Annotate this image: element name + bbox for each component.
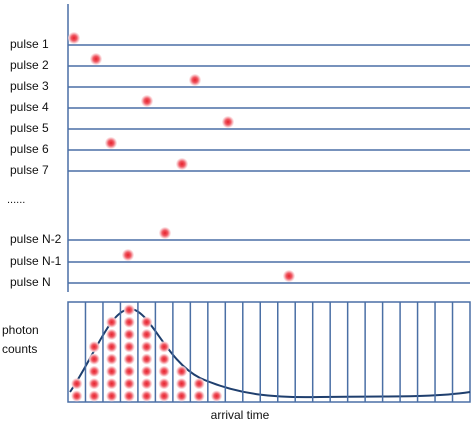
photon	[176, 378, 188, 390]
photon	[141, 365, 153, 377]
pulse-label: pulse 6	[10, 142, 49, 156]
y-label-line: counts	[2, 342, 37, 356]
photon	[105, 137, 117, 149]
photon	[158, 365, 170, 377]
histogram-box	[67, 301, 471, 403]
photon	[141, 341, 153, 353]
photon	[88, 341, 100, 353]
photon	[222, 116, 234, 128]
photon	[106, 378, 118, 390]
photon	[176, 158, 188, 170]
photon	[123, 353, 135, 365]
photon	[176, 365, 188, 377]
pulse-label: pulse 7	[10, 163, 49, 177]
photon	[193, 390, 205, 402]
photon	[141, 353, 153, 365]
photon	[123, 365, 135, 377]
photon	[193, 378, 205, 390]
photon	[158, 341, 170, 353]
photon	[141, 95, 153, 107]
photon	[123, 316, 135, 328]
photon	[68, 32, 80, 44]
photon	[123, 304, 135, 316]
photon	[176, 390, 188, 402]
photon	[123, 341, 135, 353]
photon	[106, 329, 118, 340]
photon	[106, 365, 118, 377]
photon	[189, 74, 201, 86]
photon	[106, 353, 118, 365]
photon	[88, 390, 100, 402]
photon	[122, 249, 134, 261]
photon	[123, 329, 135, 340]
x-label: arrival time	[211, 408, 270, 422]
photon	[88, 378, 100, 390]
photon	[71, 390, 83, 402]
photon	[88, 353, 100, 365]
photon	[106, 316, 118, 328]
photon	[141, 378, 153, 390]
ellipsis: ......	[7, 194, 25, 206]
pulse-label: pulse 5	[10, 121, 49, 135]
pulse-label: pulse 1	[10, 37, 49, 51]
photon	[123, 390, 135, 402]
y-label-line: photon	[2, 323, 39, 337]
photon	[141, 316, 153, 328]
photon	[71, 378, 83, 390]
photon	[88, 365, 100, 377]
photon	[123, 378, 135, 390]
photon	[90, 53, 102, 65]
photon	[158, 353, 170, 365]
pulse-label: pulse N-2	[10, 232, 62, 246]
photon	[211, 390, 223, 402]
pulse-label: pulse 3	[10, 79, 49, 93]
photon	[158, 378, 170, 390]
pulse-label: pulse 2	[10, 58, 49, 72]
pulse-label: pulse 4	[10, 100, 49, 114]
pulse-label: pulse N-1	[10, 254, 62, 268]
photon	[141, 390, 153, 402]
photon	[158, 390, 170, 402]
photon	[141, 329, 153, 340]
photon	[283, 270, 295, 282]
pulse-label: pulse N	[10, 275, 51, 289]
photon	[159, 227, 171, 239]
photon	[106, 341, 118, 353]
photon	[106, 390, 118, 402]
